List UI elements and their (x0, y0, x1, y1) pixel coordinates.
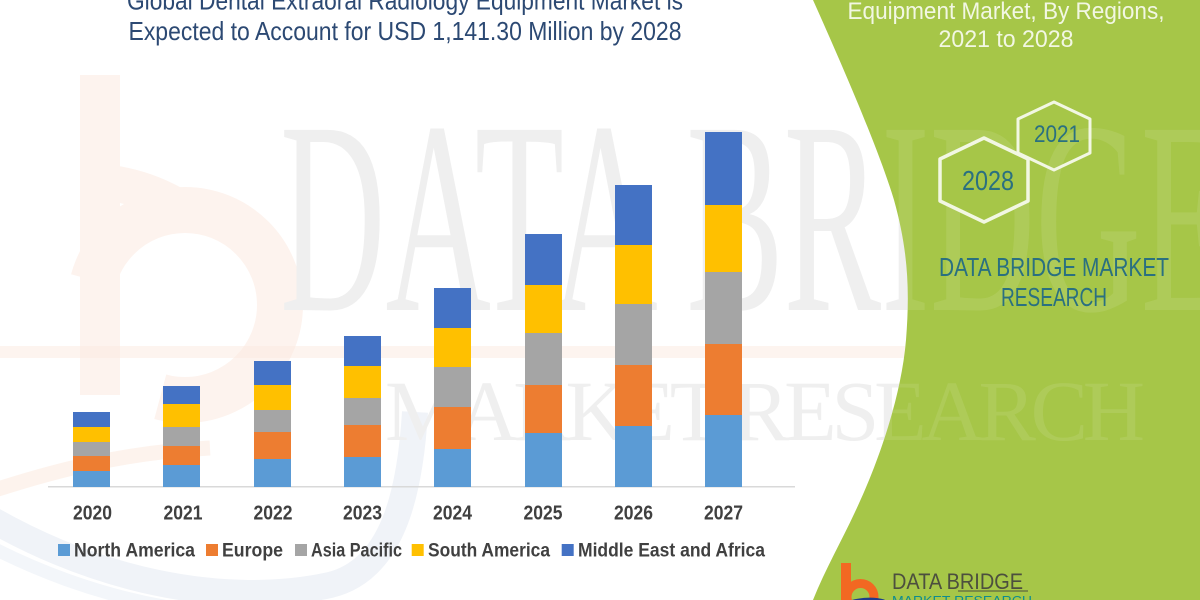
svg-text:2021 to 2028: 2021 to 2028 (939, 26, 1074, 53)
svg-text:2025: 2025 (524, 503, 563, 525)
svg-text:Global Dental Extraoral Radiol: Global Dental Extraoral Radiology Equipm… (127, 0, 683, 16)
svg-text:Middle East and Africa: Middle East and Africa (578, 541, 765, 562)
svg-text:2021: 2021 (1034, 121, 1080, 148)
svg-text:2024: 2024 (433, 503, 473, 525)
svg-text:2021: 2021 (164, 503, 203, 525)
svg-text:RESEARCH: RESEARCH (1001, 282, 1107, 312)
svg-text:2020: 2020 (73, 503, 112, 525)
svg-text:Europe: Europe (222, 541, 283, 562)
svg-text:2027: 2027 (704, 503, 743, 525)
svg-text:2028: 2028 (962, 165, 1014, 196)
svg-text:South America: South America (428, 541, 550, 562)
svg-text:2023: 2023 (343, 503, 382, 525)
svg-text:DATA BRIDGE MARKET: DATA BRIDGE MARKET (939, 252, 1169, 282)
svg-text:Equipment Market, By Regions,: Equipment Market, By Regions, (848, 0, 1165, 25)
svg-text:North America: North America (74, 541, 195, 562)
svg-text:2026: 2026 (614, 503, 653, 525)
svg-text:Expected to Account for USD 1,: Expected to Account for USD 1,141.30 Mil… (129, 16, 682, 46)
svg-text:DATA BRIDGE: DATA BRIDGE (892, 569, 1023, 594)
svg-text:MARKET RESEARCH: MARKET RESEARCH (892, 593, 1032, 600)
svg-text:Asia Pacific: Asia Pacific (311, 541, 402, 562)
svg-text:2022: 2022 (254, 503, 293, 525)
